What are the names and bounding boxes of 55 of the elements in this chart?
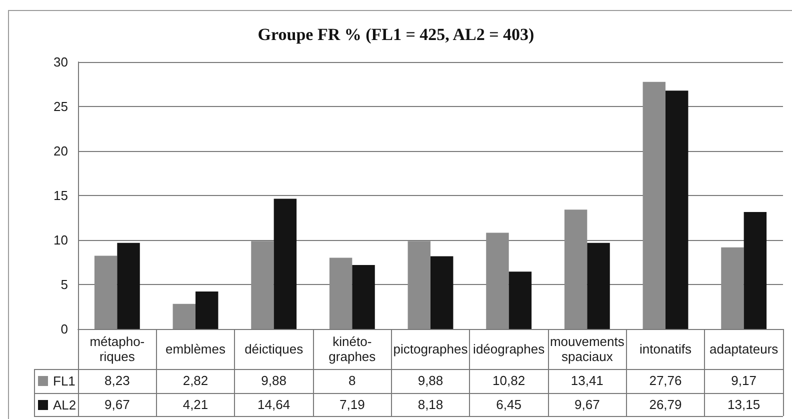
x-tick-label: mouvements spaciaux — [550, 334, 625, 364]
data-label: 9,88 — [416, 373, 444, 389]
data-label: 8,23 — [104, 373, 131, 389]
x-tick-label: emblèmes — [166, 342, 226, 356]
bar — [329, 258, 352, 329]
bar — [172, 304, 196, 329]
y-tick-label: 10 — [54, 232, 68, 248]
data-label: 2,82 — [182, 373, 210, 389]
data-label: 7,19 — [338, 397, 366, 413]
y-tick-label: 25 — [54, 99, 68, 114]
data-label: 9,67 — [104, 397, 131, 413]
bar — [352, 265, 375, 329]
data-label: 13,41 — [570, 373, 604, 389]
bar — [196, 292, 218, 329]
data-label: 9,88 — [260, 373, 288, 389]
bar — [117, 242, 140, 329]
y-tick-label: 5 — [60, 277, 68, 292]
x-tick-label: métapho- riques — [90, 334, 145, 364]
x-tick-label: intonatifs — [639, 342, 692, 356]
x-tick-label: pictographes — [393, 342, 468, 356]
bar — [486, 232, 509, 329]
bar — [274, 198, 297, 329]
x-tick-label: idéographes — [473, 342, 546, 356]
data-label: 13,15 — [726, 397, 762, 413]
data-label: 8,18 — [416, 397, 444, 413]
bar — [564, 210, 588, 329]
data-label: 10,82 — [492, 373, 526, 389]
bar — [642, 82, 666, 329]
data-label: 26,79 — [648, 397, 683, 413]
bar — [94, 256, 118, 329]
bar — [744, 212, 767, 329]
bar — [666, 90, 688, 329]
bar — [587, 242, 610, 329]
x-tick-label: adaptateurs — [709, 342, 779, 356]
x-tick-label: kinéto- graphes — [328, 334, 376, 364]
data-label: 9,17 — [730, 373, 758, 389]
y-tick-label: 30 — [54, 54, 68, 70]
y-tick-label: 20 — [54, 144, 68, 158]
data-label: 9,67 — [574, 397, 601, 413]
chart-title: Groupe FR % (FL1 = 425, AL2 = 403) — [258, 25, 534, 44]
data-label: 27,76 — [648, 373, 683, 389]
data-label: 8 — [348, 373, 357, 389]
bar — [430, 256, 454, 329]
legend-label: FL1 — [53, 374, 76, 388]
bar — [721, 247, 744, 329]
legend-label: AL2 — [53, 398, 76, 412]
data-label: 4,21 — [182, 397, 210, 413]
bar — [508, 272, 532, 329]
bar — [408, 241, 430, 329]
bar — [251, 241, 274, 329]
x-tick-label: déictiques — [244, 342, 304, 356]
y-tick-label: 0 — [60, 322, 68, 336]
y-tick-label: 15 — [54, 188, 68, 203]
data-label: 6,45 — [495, 397, 522, 413]
data-label: 14,64 — [256, 397, 292, 413]
